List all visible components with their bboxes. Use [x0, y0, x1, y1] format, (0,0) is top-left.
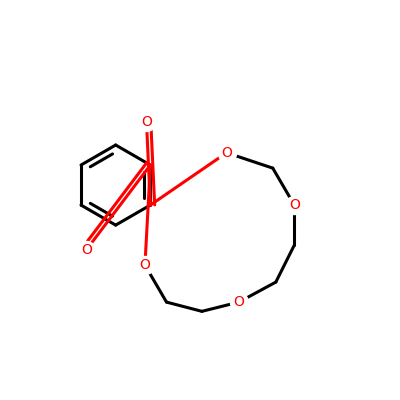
Text: O: O	[221, 146, 232, 160]
Text: O: O	[81, 243, 92, 257]
Text: O: O	[289, 198, 300, 212]
Text: O: O	[234, 295, 244, 309]
Text: O: O	[141, 115, 152, 129]
Text: O: O	[140, 258, 150, 272]
